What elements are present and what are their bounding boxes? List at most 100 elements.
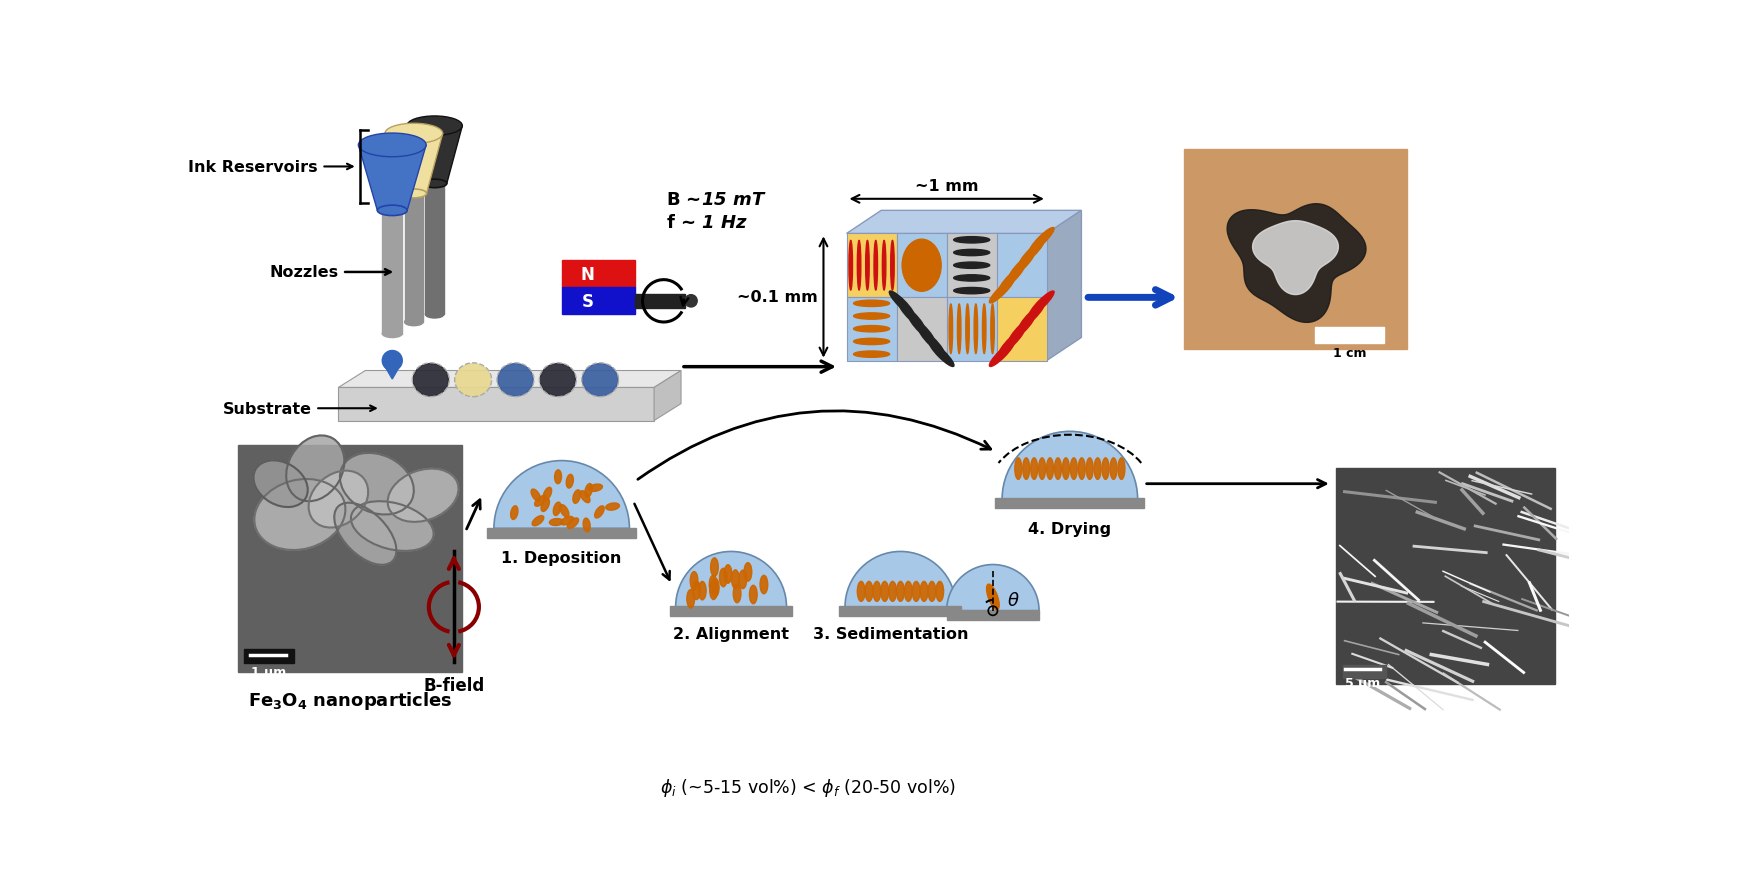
Text: N: N bbox=[580, 266, 594, 283]
Text: 1 μm: 1 μm bbox=[252, 665, 287, 678]
Ellipse shape bbox=[857, 582, 865, 602]
Ellipse shape bbox=[510, 506, 517, 519]
Bar bbox=[635, 294, 685, 308]
Ellipse shape bbox=[986, 585, 1000, 610]
Ellipse shape bbox=[607, 503, 619, 510]
Ellipse shape bbox=[540, 364, 575, 396]
Bar bbox=[1314, 328, 1384, 343]
Ellipse shape bbox=[865, 241, 869, 291]
Polygon shape bbox=[1047, 211, 1082, 361]
Ellipse shape bbox=[542, 499, 549, 512]
Ellipse shape bbox=[874, 241, 877, 291]
Ellipse shape bbox=[498, 364, 533, 396]
Ellipse shape bbox=[1009, 317, 1035, 342]
Ellipse shape bbox=[531, 489, 540, 502]
Ellipse shape bbox=[685, 295, 697, 308]
Text: $\phi_i$ (~5-15 vol%) < $\phi_f$ (20-50 vol%): $\phi_i$ (~5-15 vol%) < $\phi_f$ (20-50 … bbox=[661, 776, 956, 798]
Ellipse shape bbox=[724, 565, 732, 584]
Ellipse shape bbox=[1038, 459, 1045, 480]
Ellipse shape bbox=[1030, 228, 1054, 253]
Ellipse shape bbox=[982, 305, 986, 354]
Wedge shape bbox=[1002, 432, 1138, 500]
Ellipse shape bbox=[309, 471, 369, 528]
Polygon shape bbox=[407, 127, 461, 184]
Ellipse shape bbox=[1031, 459, 1038, 480]
Ellipse shape bbox=[584, 519, 591, 532]
Polygon shape bbox=[1253, 222, 1339, 295]
Ellipse shape bbox=[407, 117, 461, 136]
Ellipse shape bbox=[954, 275, 989, 282]
Text: 1 cm: 1 cm bbox=[1332, 347, 1367, 359]
Ellipse shape bbox=[582, 364, 617, 396]
Ellipse shape bbox=[255, 479, 346, 551]
Ellipse shape bbox=[897, 582, 904, 602]
Bar bbox=[947, 234, 996, 298]
Ellipse shape bbox=[690, 572, 697, 590]
Text: 2. Alignment: 2. Alignment bbox=[673, 627, 788, 641]
Bar bbox=[1342, 666, 1386, 678]
Ellipse shape bbox=[711, 558, 718, 577]
Wedge shape bbox=[495, 461, 629, 528]
Text: $\mathbf{B}$ ~15 mT: $\mathbf{B}$ ~15 mT bbox=[666, 190, 766, 208]
Bar bbox=[996, 234, 1047, 298]
Ellipse shape bbox=[928, 582, 935, 602]
Bar bbox=[245, 650, 294, 663]
Ellipse shape bbox=[413, 364, 449, 396]
Ellipse shape bbox=[1094, 459, 1101, 480]
Ellipse shape bbox=[1054, 459, 1061, 480]
Ellipse shape bbox=[561, 517, 573, 526]
Polygon shape bbox=[654, 371, 682, 421]
Ellipse shape bbox=[559, 505, 568, 518]
Bar bbox=[404, 194, 423, 323]
Ellipse shape bbox=[750, 586, 757, 604]
Ellipse shape bbox=[1000, 330, 1024, 354]
Text: ~0.1 mm: ~0.1 mm bbox=[736, 291, 818, 305]
Ellipse shape bbox=[1110, 459, 1117, 480]
Ellipse shape bbox=[883, 241, 886, 291]
Ellipse shape bbox=[912, 582, 919, 602]
Ellipse shape bbox=[865, 582, 872, 602]
Text: $\mathbf{Fe_3O_4}$ nanoparticles: $\mathbf{Fe_3O_4}$ nanoparticles bbox=[248, 689, 453, 712]
Ellipse shape bbox=[580, 491, 591, 503]
Ellipse shape bbox=[1063, 459, 1070, 480]
Ellipse shape bbox=[732, 585, 741, 603]
Ellipse shape bbox=[954, 288, 989, 294]
Ellipse shape bbox=[549, 519, 563, 526]
Ellipse shape bbox=[902, 240, 940, 292]
Ellipse shape bbox=[967, 305, 970, 354]
Ellipse shape bbox=[1019, 240, 1044, 266]
Bar bbox=[947, 611, 1038, 620]
Ellipse shape bbox=[904, 582, 912, 602]
Ellipse shape bbox=[1023, 459, 1030, 480]
Ellipse shape bbox=[400, 190, 427, 198]
Ellipse shape bbox=[358, 134, 427, 157]
Ellipse shape bbox=[589, 485, 603, 492]
Ellipse shape bbox=[388, 469, 458, 522]
Text: 3. Sedimentation: 3. Sedimentation bbox=[813, 627, 968, 641]
Bar bbox=[839, 606, 961, 617]
Wedge shape bbox=[947, 565, 1038, 611]
Ellipse shape bbox=[760, 576, 767, 595]
Ellipse shape bbox=[287, 436, 344, 502]
Ellipse shape bbox=[991, 305, 995, 354]
Ellipse shape bbox=[404, 319, 423, 326]
Ellipse shape bbox=[949, 305, 953, 354]
Ellipse shape bbox=[853, 326, 890, 333]
Ellipse shape bbox=[891, 241, 895, 291]
Bar bbox=[425, 184, 444, 315]
Ellipse shape bbox=[954, 263, 989, 269]
Text: Nozzles: Nozzles bbox=[269, 266, 339, 280]
Polygon shape bbox=[358, 146, 427, 211]
Ellipse shape bbox=[989, 279, 1014, 304]
Ellipse shape bbox=[888, 582, 897, 602]
Text: ~1 mm: ~1 mm bbox=[914, 179, 979, 193]
Ellipse shape bbox=[566, 475, 573, 488]
Ellipse shape bbox=[857, 241, 860, 291]
Polygon shape bbox=[339, 371, 682, 388]
Bar bbox=[897, 234, 947, 298]
Polygon shape bbox=[385, 134, 442, 194]
Ellipse shape bbox=[1103, 459, 1108, 480]
Ellipse shape bbox=[554, 470, 561, 485]
Ellipse shape bbox=[594, 506, 605, 519]
Ellipse shape bbox=[850, 241, 853, 291]
